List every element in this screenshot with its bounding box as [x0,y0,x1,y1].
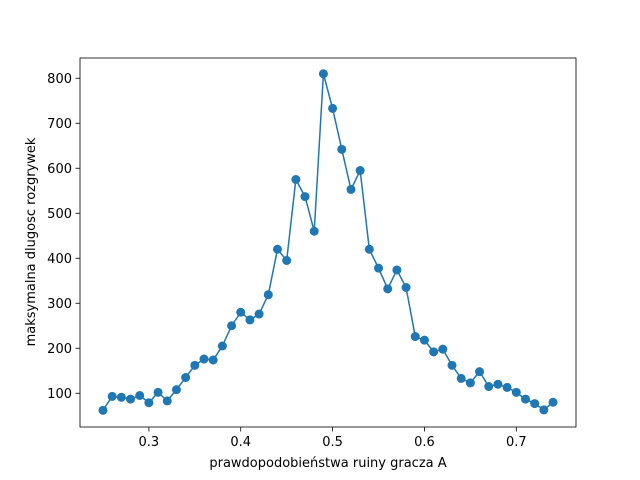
y-axis-label: maksymalna dlugosc rozgrywek [24,137,39,346]
y-tick-label: 600 [47,162,72,177]
data-point [116,392,126,402]
data-point [144,398,154,408]
y-tick-label: 400 [47,252,72,267]
data-point [208,355,218,365]
data-point [328,103,338,113]
data-point [318,69,328,79]
x-tick-label: 0.7 [506,435,527,450]
data-point [438,344,448,354]
data-point [98,405,108,415]
data-point [374,263,384,273]
x-axis-label: prawdopodobieństwa ruiny gracza A [209,456,446,471]
data-point [300,192,310,202]
data-point [429,347,439,357]
data-point [419,335,429,345]
y-axis: 100 200 300 400 500 600 700 800 [47,72,80,402]
data-point [410,332,420,342]
axes-frame [79,57,577,428]
data-point [493,379,503,389]
data-point [364,244,374,254]
data-point [401,283,411,292]
data-point [456,373,466,383]
plot-area [98,69,558,415]
data-point [520,394,530,404]
data-point [484,382,494,391]
data-point [217,341,227,351]
data-point [181,373,191,382]
data-point [337,144,347,154]
data-point [263,290,273,300]
x-tick-label: 0.3 [139,435,160,450]
data-point [502,382,512,392]
data-point [346,184,356,194]
data-point [383,284,393,294]
data-point [227,321,237,331]
data-point [447,360,457,370]
data-point [272,244,282,254]
data-point [153,387,163,397]
y-tick-label: 100 [47,387,72,402]
data-point [190,360,200,370]
x-axis: 0.3 0.4 0.5 0.6 0.7 [139,427,527,450]
data-point [135,391,145,400]
data-point [530,399,540,409]
y-tick-label: 700 [47,117,72,132]
y-tick-label: 800 [47,72,72,87]
y-tick-label: 300 [47,297,72,312]
data-point [539,405,549,415]
data-point [355,166,365,175]
data-point [245,315,255,325]
data-point [309,226,319,236]
x-tick-label: 0.5 [322,435,343,450]
data-point [236,307,246,317]
data-point [254,309,264,319]
data-point [107,391,117,401]
data-point [199,354,209,364]
y-tick-label: 500 [47,207,72,222]
data-point [465,378,475,388]
data-point [392,265,402,275]
x-tick-label: 0.6 [414,435,435,450]
data-point [291,175,301,184]
data-point [475,367,485,377]
y-tick-label: 200 [47,342,72,357]
data-point [282,256,292,265]
data-point [126,394,136,404]
data-point [511,387,521,397]
data-point [548,397,558,407]
data-point [171,385,181,395]
x-tick-label: 0.4 [230,435,251,450]
data-point [162,396,172,406]
